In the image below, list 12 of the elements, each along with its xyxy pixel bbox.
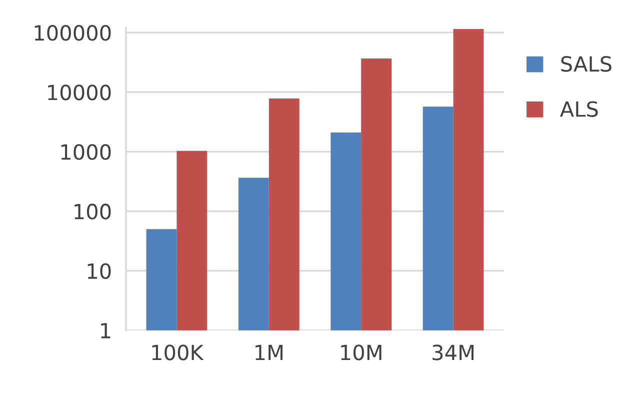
x-tick-label: 10M [341, 344, 382, 360]
y-tick-label: 100000 [34, 25, 111, 41]
y-tick-label: 1000 [61, 144, 111, 160]
x-tick-label: 100K [152, 344, 204, 360]
y-tick-label: 10 [88, 263, 111, 279]
y-tick-label: 1 [101, 323, 110, 338]
x-tick-label: 1M [256, 344, 282, 360]
y-tick-label: 100 [74, 204, 111, 220]
y-tick-label: 10000 [48, 84, 111, 100]
legend-label: ALS [560, 101, 598, 117]
x-tick-label: 34M [432, 344, 474, 360]
legend-label: SALS [561, 56, 612, 72]
